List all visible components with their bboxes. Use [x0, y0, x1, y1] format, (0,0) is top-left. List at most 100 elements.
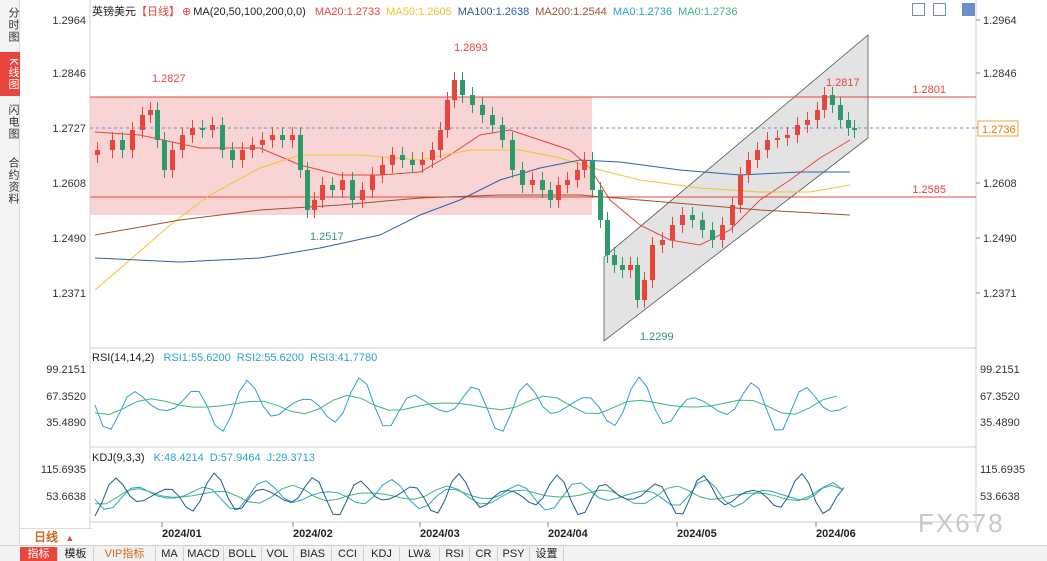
candle-body	[438, 130, 443, 150]
candle-body	[582, 160, 587, 170]
candle-body	[430, 150, 435, 160]
annotation-low-apr: 1.2299	[640, 331, 674, 343]
watermark: FX678	[918, 508, 1005, 538]
current-price-box	[977, 120, 1019, 137]
candle-body	[400, 155, 405, 160]
kdj-d-line	[94, 484, 844, 505]
y-tick-label-left: 1.2371	[52, 288, 86, 300]
candle-body	[846, 120, 851, 128]
candle-body	[148, 110, 153, 115]
candle-body	[95, 150, 100, 155]
tab-kline[interactable]: K线图	[0, 52, 20, 96]
indicator-tab-0[interactable]: 指标	[20, 547, 58, 561]
restore-icon[interactable]	[962, 3, 975, 16]
candle-body	[605, 220, 610, 255]
rsi-value-1: RSI2:55.6200	[236, 352, 304, 364]
candle-body	[190, 128, 195, 135]
candle-body	[240, 150, 245, 160]
rsi-tick: 99.2151	[46, 364, 86, 376]
candle-body	[280, 135, 285, 140]
indicator-tab-8[interactable]: CCI	[332, 547, 364, 561]
y-tick-label-left: 1.2490	[52, 233, 86, 245]
indicator-tab-5[interactable]: BOLL	[224, 547, 262, 561]
candle-body	[795, 125, 800, 135]
indicator-tab-10[interactable]: LW&	[400, 547, 440, 561]
tab-timeshare[interactable]: 分时图	[7, 7, 20, 43]
y-tick-label: 1.2371	[983, 288, 1017, 300]
kdj-legend: KDJ(9,3,3) K:48.4214 D:57.9464 J:29.3713	[92, 452, 327, 464]
ma-value-3: MA200:1.2544	[535, 6, 607, 18]
candle-body	[170, 150, 175, 170]
candle-body	[838, 105, 843, 120]
indicator-tab-14[interactable]: 设置	[530, 547, 564, 561]
candle-body	[490, 115, 495, 125]
ma100-line	[94, 159, 850, 263]
price-chart: 1.29641.29641.28461.28461.27271.27271.26…	[41, 0, 1025, 540]
candle-body	[298, 135, 303, 170]
candle-body	[220, 125, 225, 150]
period-selector[interactable]: 日线 ▲	[20, 528, 92, 544]
rsi-legend: RSI(14,14,2) RSI1:55.6200 RSI2:55.6200 RSI…	[92, 352, 389, 364]
window-icon[interactable]	[933, 3, 946, 16]
kdj-tick-right: 53.6638	[980, 491, 1020, 503]
ma-value-2: MA100:1.2638	[457, 6, 530, 18]
tab-contract-info[interactable]: 合约资料	[7, 157, 20, 205]
settings-icon[interactable]: ⊕	[182, 6, 192, 18]
caret-up-icon: ▲	[65, 533, 75, 543]
y-tick-label: 1.2964	[983, 15, 1017, 27]
indicator-tab-4[interactable]: MACD	[184, 547, 224, 561]
indicator-tab-3[interactable]: MA	[156, 547, 184, 561]
candle-body	[312, 200, 317, 210]
annotation-high-left: 1.2827	[152, 73, 186, 85]
y-tick-label-left: 1.2608	[52, 178, 86, 190]
indicator-tab-6[interactable]: VOL	[262, 547, 294, 561]
candle-body	[670, 225, 675, 240]
candle-body	[380, 165, 385, 175]
candle-body	[500, 125, 505, 140]
ma-values: MA20:1.2733 MA50:1.2605 MA100:1.2638 MA200:…	[315, 6, 744, 18]
kdj-tick: 115.6935	[41, 464, 86, 476]
indicator-tab-9[interactable]: KDJ	[364, 547, 400, 561]
candle-body	[830, 95, 835, 105]
kdj-tick: 53.6638	[46, 491, 86, 503]
ma200-line	[94, 194, 851, 236]
candle-body	[452, 80, 457, 100]
candle-body	[370, 175, 375, 190]
candle-body	[700, 220, 705, 230]
candle-body	[805, 120, 810, 125]
indicator-tab-12[interactable]: CR	[470, 547, 498, 561]
indicator-tab-2[interactable]: VIP指标	[94, 547, 156, 561]
rsi-tick: 67.3520	[46, 391, 86, 403]
indicator-tab-13[interactable]: PSY	[498, 547, 530, 561]
indicator-tab-7[interactable]: BIAS	[294, 547, 332, 561]
candle-body	[470, 95, 475, 105]
rsi-tick-right: 99.2151	[980, 364, 1020, 376]
y-tick-label: 1.2608	[983, 178, 1017, 190]
y-tick-label: 1.2846	[983, 68, 1017, 80]
ma-value-5: MA0:1.2736	[678, 6, 738, 18]
y-tick-label-left: 1.2964	[52, 15, 86, 27]
rsi-value-0: RSI1:55.6200	[163, 352, 231, 364]
period-label: 日线	[34, 530, 59, 544]
candle-body	[746, 160, 751, 175]
fullscreen-icon[interactable]	[912, 3, 925, 16]
rsi-tick: 35.4890	[46, 417, 86, 429]
main-legend: 英镑美元【日线】 ⊕ MA(20,50,100,200,0,0) MA20:1.27…	[92, 3, 749, 19]
current-price-label: 1.2736	[982, 124, 1016, 136]
candle-body	[162, 140, 167, 170]
candle-body	[350, 180, 355, 200]
candle-body	[390, 155, 395, 165]
indicator-tab-1[interactable]: 模板	[58, 547, 94, 561]
candle-body	[738, 175, 743, 205]
y-tick-label-left: 1.2846	[52, 68, 86, 80]
candle-body	[510, 140, 515, 170]
x-tick-label: 2024/05	[677, 528, 717, 540]
candle-body	[635, 265, 640, 300]
candle-body	[340, 180, 345, 190]
indicator-tab-11[interactable]: RSI	[440, 547, 470, 561]
candle-body	[250, 145, 255, 150]
candle-body	[110, 140, 115, 150]
tab-flash[interactable]: 闪电图	[7, 104, 20, 140]
annotation-high-mar: 1.2893	[454, 42, 488, 54]
candle-body	[360, 190, 365, 200]
